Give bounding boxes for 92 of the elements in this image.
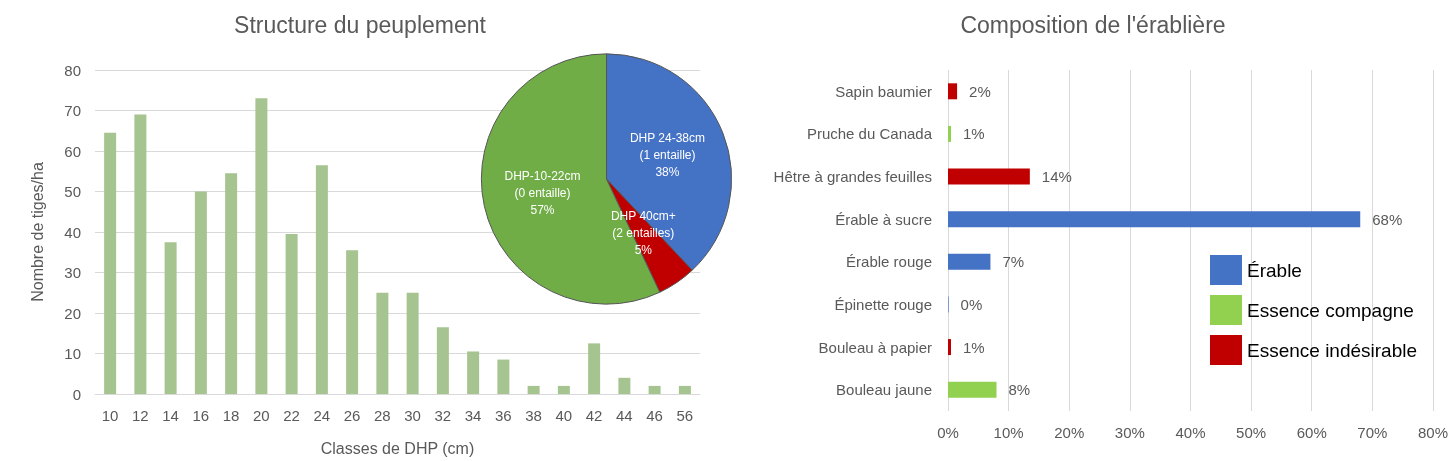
y-tick-label: 50 (64, 183, 81, 200)
legend-label: Érable (1247, 259, 1302, 281)
x-tick-label: 18 (222, 407, 240, 424)
x-tick-label: 44 (616, 407, 633, 424)
data-label: 68% (1372, 210, 1403, 228)
x-tick-label: 16 (192, 407, 210, 424)
x-tick-label: 10 (101, 407, 119, 424)
y-tick-label: 0 (72, 385, 81, 403)
y-tick-label: 10 (64, 345, 81, 362)
bar (618, 377, 631, 394)
bar (948, 381, 997, 398)
x-tick-label: 26 (343, 407, 361, 424)
data-label: 2% (969, 82, 991, 100)
slice-label: DHP 24-38cm (1 entaille) (629, 130, 706, 162)
data-label: 1% (963, 338, 985, 356)
x-tick-label: 42 (585, 407, 603, 424)
bar (376, 292, 389, 394)
bar (497, 359, 510, 394)
x-tick-label: 40 (555, 407, 573, 424)
bar (134, 114, 147, 394)
x-tick-label: 30 (404, 407, 421, 424)
bar (225, 173, 238, 394)
bar (948, 83, 958, 100)
bar (346, 250, 359, 394)
bar (436, 327, 449, 394)
x-tick-label: 36 (495, 407, 512, 424)
x-tick-label: 56 (676, 407, 694, 424)
x-tick-label: 80% (1417, 424, 1448, 441)
x-tick-label: 24 (313, 407, 331, 424)
bar (678, 385, 691, 394)
x-tick-label: 38 (525, 407, 542, 424)
bar (285, 234, 298, 394)
data-label: 57% (530, 203, 555, 218)
x-tick-label: 70% (1357, 424, 1388, 441)
x-tick-label: 20% (1054, 424, 1085, 441)
y-tick-label: 30 (64, 264, 81, 281)
bar (948, 339, 952, 356)
slice-label: DHP-10-22cm (0 entaille) (504, 169, 581, 201)
y-tick-label: Épinette rouge (834, 295, 932, 313)
y-tick-label: 20 (64, 304, 81, 322)
y-tick-label: 70 (64, 102, 81, 119)
y-tick-label: Pruche du Canada (806, 125, 933, 143)
y-tick-label: 40 (64, 223, 81, 241)
bar (164, 242, 177, 394)
bar (557, 385, 570, 394)
y-tick-label: Bouleau jaune (836, 381, 932, 399)
y-tick-label: Érable à sucre (835, 210, 932, 228)
y-tick-label: Bouleau à papier (818, 338, 932, 356)
x-tick-label: 30% (1114, 424, 1145, 441)
x-tick-label: 60% (1296, 424, 1327, 441)
data-label: 38% (655, 164, 680, 179)
y-tick-label: 80 (64, 61, 81, 79)
x-tick-label: 46 (646, 407, 663, 424)
x-tick-label: 32 (434, 407, 452, 424)
legend-label: Essence indésirable (1247, 339, 1418, 361)
bar (194, 191, 207, 394)
x-tick-label: 10% (993, 424, 1024, 441)
x-axis-title: Classes de DHP (cm) (320, 439, 475, 457)
legend-label: Essence compagne (1247, 299, 1414, 321)
x-tick-label: 20 (253, 407, 270, 424)
data-label: 0% (960, 295, 983, 313)
x-tick-label: 40% (1175, 424, 1206, 441)
bar (648, 385, 661, 394)
bar (948, 253, 991, 270)
data-label: 7% (1002, 253, 1025, 271)
x-tick-label: 12 (132, 407, 149, 424)
x-tick-label: 50% (1236, 424, 1267, 441)
bar (948, 211, 1361, 228)
bar (948, 168, 1030, 185)
y-tick-label: Sapin baumier (835, 82, 932, 100)
bar (527, 385, 540, 394)
x-tick-label: 22 (283, 407, 300, 424)
bar (588, 343, 601, 394)
bar (467, 351, 480, 394)
bar (255, 98, 268, 394)
y-tick-label: Hêtre à grandes feuilles (773, 168, 932, 186)
chart-title: Composition de l'érablière (960, 11, 1226, 38)
bar (104, 132, 117, 394)
y-tick-label: Érable rouge (846, 253, 932, 271)
bar (315, 165, 328, 394)
x-tick-label: 34 (464, 407, 482, 424)
y-axis-title: Nombre de tiges/ha (28, 162, 46, 302)
data-label: 8% (1008, 381, 1031, 399)
x-tick-label: 28 (374, 407, 391, 424)
data-label: 1% (963, 125, 985, 143)
x-tick-label: 0% (937, 424, 959, 441)
bar (406, 292, 419, 394)
x-tick-label: 14 (162, 407, 179, 424)
chart-title: Structure du peuplement (234, 11, 487, 38)
data-label: 14% (1041, 168, 1072, 186)
y-tick-label: 60 (64, 142, 81, 160)
bar (948, 125, 952, 142)
